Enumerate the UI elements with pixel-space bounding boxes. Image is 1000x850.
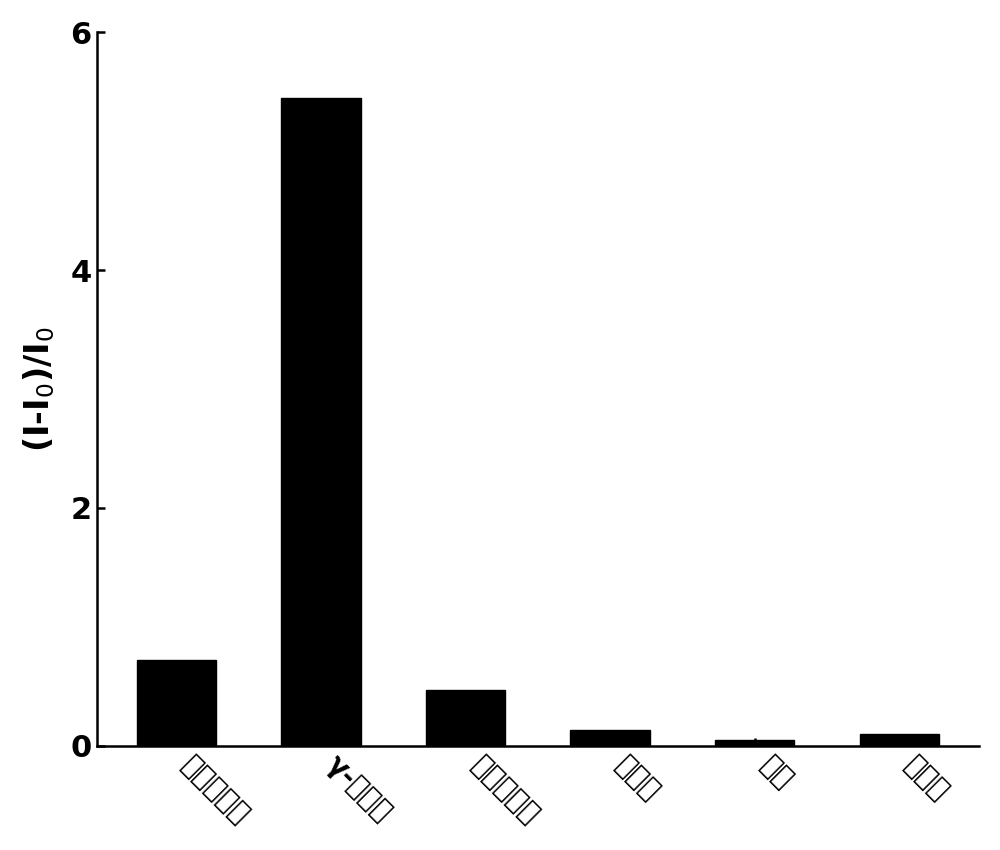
Y-axis label: (I-I$_0$)/I$_0$: (I-I$_0$)/I$_0$ <box>21 326 57 452</box>
Bar <box>860 734 939 745</box>
Bar <box>137 660 216 745</box>
Bar <box>426 690 505 745</box>
Bar <box>281 98 361 745</box>
Bar <box>715 740 794 745</box>
Bar <box>570 730 650 745</box>
